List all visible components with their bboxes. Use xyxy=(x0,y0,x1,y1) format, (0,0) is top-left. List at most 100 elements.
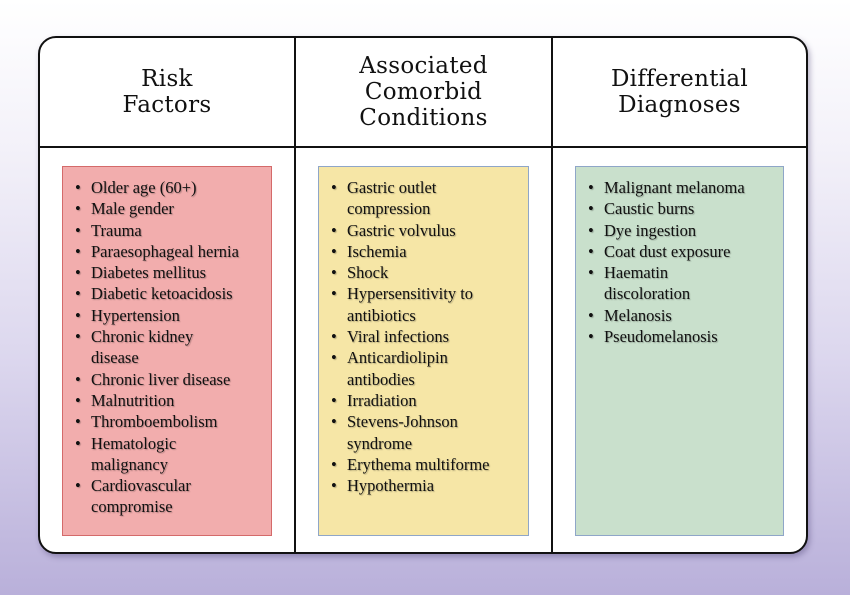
comparison-table: Risk Factors Associated Comorbid Conditi… xyxy=(38,36,808,554)
list-item-text: Anticardiolipin antibodies xyxy=(347,348,448,389)
list-item-text: Male gender xyxy=(91,199,174,219)
bullet-icon: • xyxy=(331,241,337,261)
comorbid-conditions-title: Associated Comorbid Conditions xyxy=(359,53,488,131)
bullet-icon: • xyxy=(331,412,337,432)
list-item: • Shock xyxy=(329,262,518,283)
list-item-text: Gastric outlet compression xyxy=(347,178,437,219)
bullet-icon: • xyxy=(75,178,81,197)
bullet-icon: • xyxy=(75,199,81,219)
list-item: • Ischemia xyxy=(329,241,518,262)
list-item-text: Erythema multiforme xyxy=(347,454,490,474)
list-item: • Caustic burns xyxy=(586,198,773,219)
list-item: • Melanosis xyxy=(586,305,773,326)
bullet-icon: • xyxy=(75,305,81,325)
list-item: • Haematin discoloration xyxy=(586,262,773,305)
list-item-text: Cardiovascular compromise xyxy=(91,476,191,517)
list-item: • Chronic liver disease xyxy=(73,369,261,390)
list-item-text: Hypothermia xyxy=(347,476,435,496)
bullet-icon: • xyxy=(588,178,594,197)
list-item-text: Diabetic ketoacidosis xyxy=(91,284,233,304)
list-item: • Dye ingestion xyxy=(586,220,773,241)
list-item: • Irradiation xyxy=(329,390,518,411)
bullet-icon: • xyxy=(331,476,337,496)
list-item-text: Stevens-Johnson syndrome xyxy=(347,412,458,453)
differential-diagnoses-list: • Malignant melanoma • Caustic burns • Dye in… xyxy=(586,177,773,347)
list-item: • Hematologic malignancy xyxy=(73,433,261,476)
list-item-text: Chronic liver disease xyxy=(91,369,231,389)
bullet-icon: • xyxy=(588,241,594,261)
list-item-text: Hypertension xyxy=(91,305,180,325)
list-item: • Malignant melanoma xyxy=(586,177,773,198)
list-item-text: Shock xyxy=(347,263,389,283)
bullet-icon: • xyxy=(75,327,81,347)
differential-diagnoses-title: Differential Diagnoses xyxy=(610,66,749,118)
risk-factors-title: Risk Factors xyxy=(122,66,212,118)
list-item: • Gastric outlet compression xyxy=(329,177,518,220)
list-item: • Hypersensitivity to antibiotics xyxy=(329,283,518,326)
list-item-text: Malignant melanoma xyxy=(604,178,745,197)
list-item: • Paraesophageal hernia xyxy=(73,241,261,262)
list-item-text: Coat dust exposure xyxy=(604,241,731,261)
bullet-icon: • xyxy=(588,199,594,219)
bullet-icon: • xyxy=(75,433,81,453)
bullet-icon: • xyxy=(75,476,81,496)
bullet-icon: • xyxy=(331,348,337,368)
bullet-icon: • xyxy=(588,263,594,283)
list-item-text: Melanosis xyxy=(604,305,672,325)
bullet-icon: • xyxy=(75,241,81,261)
list-item-text: Trauma xyxy=(91,220,142,240)
list-item: • Male gender xyxy=(73,198,261,219)
list-item-text: Caustic burns xyxy=(604,199,695,219)
list-item: • Cardiovascular compromise xyxy=(73,475,261,518)
list-item-text: Pseudomelanosis xyxy=(604,327,718,347)
bullet-icon: • xyxy=(75,220,81,240)
bullet-icon: • xyxy=(331,178,337,197)
risk-factors-cell: • Older age (60+) • Male gender • Trauma • Para… xyxy=(40,148,296,552)
list-item-text: Haematin discoloration xyxy=(604,263,691,304)
list-item-text: Gastric volvulus xyxy=(347,220,456,240)
list-item: • Malnutrition xyxy=(73,390,261,411)
list-item-text: Malnutrition xyxy=(91,390,175,410)
list-item: • Anticardiolipin antibodies xyxy=(329,347,518,390)
list-item: • Viral infections xyxy=(329,326,518,347)
list-item: • Older age (60+) xyxy=(73,177,261,198)
risk-factors-header: Risk Factors xyxy=(40,38,296,148)
list-item: • Erythema multiforme xyxy=(329,454,518,475)
bullet-icon: • xyxy=(75,390,81,410)
differential-diagnoses-box: • Malignant melanoma • Caustic burns • Dye in… xyxy=(575,166,784,536)
bullet-icon: • xyxy=(331,284,337,304)
differential-diagnoses-cell: • Malignant melanoma • Caustic burns • Dye in… xyxy=(553,148,806,552)
list-item: • Hypothermia xyxy=(329,475,518,496)
list-item-text: Dye ingestion xyxy=(604,220,697,240)
risk-factors-list: • Older age (60+) • Male gender • Trauma • Para… xyxy=(73,177,261,518)
list-item-text: Chronic kidney disease xyxy=(91,327,194,368)
comorbid-conditions-box: • Gastric outlet compression • Gastric volv… xyxy=(318,166,529,536)
list-item: • Stevens-Johnson syndrome xyxy=(329,411,518,454)
comorbid-conditions-header: Associated Comorbid Conditions xyxy=(296,38,553,148)
bullet-icon: • xyxy=(331,327,337,347)
bullet-icon: • xyxy=(75,263,81,283)
list-item: • Thromboembolism xyxy=(73,411,261,432)
bullet-icon: • xyxy=(331,390,337,410)
bullet-icon: • xyxy=(331,220,337,240)
list-item: • Diabetes mellitus xyxy=(73,262,261,283)
list-item: • Gastric volvulus xyxy=(329,220,518,241)
bullet-icon: • xyxy=(75,369,81,389)
bullet-icon: • xyxy=(75,412,81,432)
list-item-text: Paraesophageal hernia xyxy=(91,241,239,261)
list-item-text: Ischemia xyxy=(347,241,407,261)
list-item-text: Hematologic malignancy xyxy=(91,433,177,474)
list-item: • Chronic kidney disease xyxy=(73,326,261,369)
list-item-text: Irradiation xyxy=(347,390,417,410)
bullet-icon: • xyxy=(588,220,594,240)
differential-diagnoses-header: Differential Diagnoses xyxy=(553,38,806,148)
bullet-icon: • xyxy=(331,454,337,474)
comorbid-conditions-cell: • Gastric outlet compression • Gastric volv… xyxy=(296,148,553,552)
risk-factors-box: • Older age (60+) • Male gender • Trauma • Para… xyxy=(62,166,272,536)
list-item-text: Thromboembolism xyxy=(91,412,218,432)
list-item: • Diabetic ketoacidosis xyxy=(73,283,261,304)
list-item-text: Viral infections xyxy=(347,327,450,347)
comorbid-conditions-list: • Gastric outlet compression • Gastric volv… xyxy=(329,177,518,496)
bullet-icon: • xyxy=(588,305,594,325)
list-item-text: Diabetes mellitus xyxy=(91,263,207,283)
